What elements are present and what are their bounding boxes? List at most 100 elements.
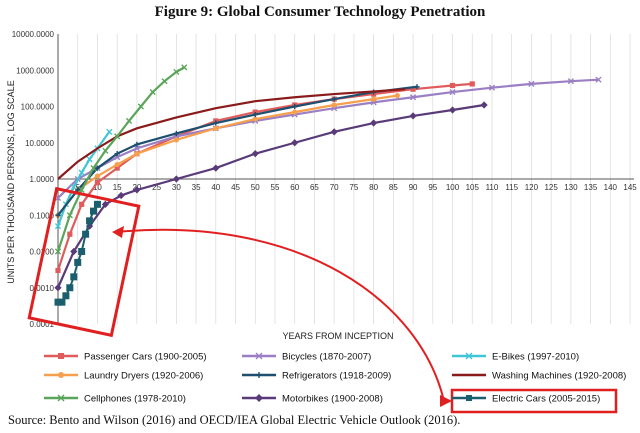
marker-plus [256,372,262,378]
x-tick-label: 30 [172,183,181,192]
y-tick-label: 0.0001 [30,320,55,329]
marker-x [106,128,113,135]
marker-x [102,147,109,154]
x-tick-label: 145 [623,183,637,192]
legend-label: Laundry Dryers (1920-2006) [84,371,203,382]
legend-label: Bicycles (1870-2007) [282,352,371,363]
marker-plus [252,111,258,118]
marker-square [62,292,70,300]
marker-plus [134,141,140,148]
legend-item: Laundry Dryers (1920-2006) [44,371,203,382]
legend-label: Refrigerators (1918-2009) [282,371,391,382]
marker-circle [94,173,101,179]
marker-circle [292,109,298,115]
marker-x [114,133,121,140]
legend-label: Motorbikes (1900-2008) [282,394,383,405]
chart-title: Figure 9: Global Consumer Technology Pen… [154,4,486,20]
marker-square [58,353,64,359]
marker-circle [394,92,400,99]
marker-x [173,68,180,76]
legend-item: Cellphones (1978-2010) [44,394,186,405]
x-tick-label: 65 [310,183,319,192]
marker-square [66,284,74,292]
x-tick-label: 10 [93,183,102,192]
series-passenger-cars [55,81,475,274]
marker-diamond [212,164,220,172]
marker-square [86,217,94,225]
marker-diamond [172,175,180,183]
legend-label: Electric Cars (2005-2015) [492,394,600,405]
x-tick-label: 55 [271,183,280,192]
x-tick-label: 40 [211,183,220,192]
marker-plus [213,120,219,126]
x-tick-label: 70 [330,183,339,192]
series-line [57,85,418,216]
x-tick-label: 105 [466,183,480,192]
legend-label: Passenger Cars (1900-2005) [84,352,207,363]
marker-plus [331,96,337,102]
marker-x [86,156,93,163]
x-tick-label: 100 [446,183,460,192]
marker-square [449,82,456,89]
legend-label: E-Bikes (1997-2010) [492,352,579,363]
marker-plus [292,103,298,110]
marker-square [55,267,61,274]
marker-x [149,88,156,96]
marker-x [54,248,62,255]
series-cellphones [54,64,188,255]
marker-square [114,165,120,171]
y-tick-label: 0.1000 [30,211,55,220]
arrowhead-right [440,395,452,407]
x-tick-label: 50 [251,183,260,192]
source-note: Source: Bento and Wilson (2016) and OECD… [8,413,461,427]
arrowhead-left [112,226,124,238]
marker-circle [331,102,337,108]
marker-x [409,94,417,101]
x-tick-label: 130 [564,183,578,192]
marker-x [488,84,496,91]
x-tick-label: 25 [152,183,161,192]
series-line [57,88,406,180]
marker-diamond [330,128,338,136]
marker-x [78,169,85,176]
x-tick-label: 135 [584,183,598,192]
marker-plus [173,130,179,137]
x-tick-label: 90 [409,183,418,192]
marker-x [137,103,144,110]
marker-square [67,231,73,237]
marker-circle [134,151,140,157]
marker-diamond [70,247,78,256]
marker-square [78,248,86,255]
axes: 0.00010.00100.01000.10001.000010.0000100… [12,30,638,329]
marker-x [54,223,62,230]
x-tick-label: 45 [231,183,240,192]
marker-plus [94,165,101,171]
marker-diamond [291,139,299,147]
series-washing-machines [57,88,406,180]
marker-plus [414,84,420,90]
y-tick-label: 100.0000 [21,103,55,112]
y-tick-label: 10000.0000 [12,30,55,39]
marker-square [90,207,98,215]
series-motorbikes [54,101,488,292]
marker-x [125,117,133,125]
marker-square [410,86,416,92]
legend-label: Washing Machines (1920-2008) [492,371,626,382]
marker-square [93,200,101,208]
marker-diamond [370,119,378,127]
legend-item: Refrigerators (1918-2009) [242,371,391,382]
marker-x [57,394,65,402]
marker-diamond [133,186,141,194]
marker-plus [75,187,81,193]
marker-x [133,145,140,152]
marker-plus [55,212,61,218]
marker-circle [58,372,64,378]
marker-diamond [85,222,94,230]
marker-x [595,76,602,83]
marker-x [181,64,188,71]
electric-cars-highlight-box [27,186,141,338]
marker-square [82,230,90,238]
y-tick-label: 0.0010 [30,284,55,293]
marker-plus [114,151,120,157]
marker-diamond [117,191,125,200]
